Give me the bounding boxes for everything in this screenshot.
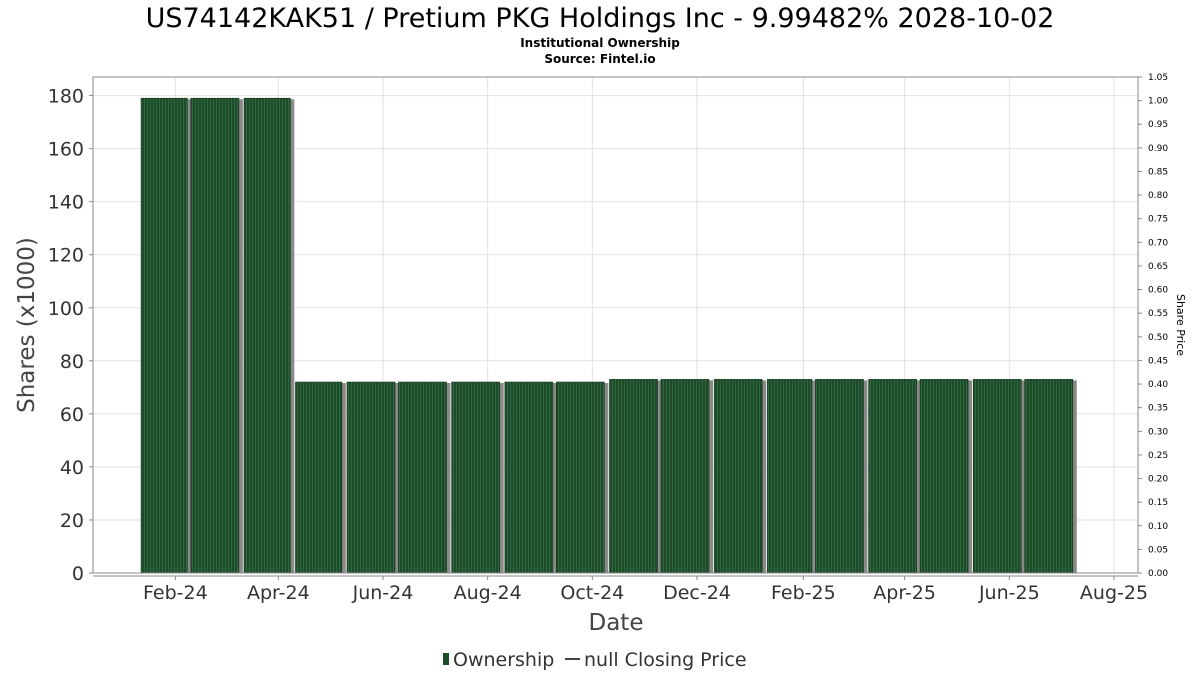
- bar: [767, 379, 816, 574]
- bar: [972, 379, 1026, 574]
- y2-tick-label: 0.25: [1148, 451, 1168, 461]
- y-tick-label: 160: [48, 139, 84, 161]
- y2-tick-label: 0.95: [1148, 120, 1168, 130]
- bar-fill: [504, 381, 554, 574]
- y2-tick-label: 0.20: [1148, 475, 1168, 485]
- bar-fill: [972, 379, 1022, 574]
- y2-tick-label: 0.00: [1148, 569, 1168, 579]
- bar-fill: [243, 97, 291, 574]
- y2-tick-label: 1.05: [1148, 73, 1168, 83]
- bar-fill: [868, 379, 917, 574]
- y-tick-label: 120: [48, 245, 84, 267]
- bar: [609, 379, 662, 574]
- y2-tick-label: 0.35: [1148, 404, 1168, 414]
- bar-fill: [451, 381, 500, 574]
- bar: [713, 379, 767, 574]
- y-axis-right-ticks: 0.00 0.05 0.10 0.15 0.20 0.25 0.30 0.35 0.40 0.45…: [1138, 73, 1168, 579]
- bar-fill: [1024, 379, 1074, 574]
- bar: [295, 381, 346, 574]
- legend-label-closing-price: null Closing Price: [584, 649, 747, 671]
- bar: [660, 379, 714, 574]
- y-axis-left-ticks: 0 20 40 60 80 100 120 140 160 180: [48, 86, 93, 585]
- bar-fill: [609, 379, 658, 574]
- bar: [815, 379, 868, 574]
- bar-fill: [140, 97, 188, 574]
- x-tick-label: Feb-24: [143, 582, 208, 604]
- bar-fill: [556, 381, 605, 574]
- y2-tick-label: 0.50: [1148, 333, 1168, 343]
- bar-fill: [190, 97, 240, 574]
- y2-tick-label: 0.70: [1148, 238, 1168, 248]
- x-tick-label: Jun-24: [352, 582, 414, 604]
- x-tick-label: Apr-24: [247, 582, 310, 604]
- y2-tick-label: 0.40: [1148, 380, 1168, 390]
- bar: [504, 381, 557, 574]
- x-axis-ticks: Feb-24 Apr-24 Jun-24 Aug-24 Oct-24 Dec-24 Feb-…: [143, 576, 1148, 604]
- bar: [140, 97, 192, 574]
- bar-fill: [767, 379, 813, 574]
- y-tick-label: 180: [48, 86, 84, 108]
- y-axis-label: Shares (x1000): [14, 237, 40, 413]
- y2-tick-label: 0.60: [1148, 286, 1168, 296]
- legend: Ownership null Closing Price: [443, 649, 747, 671]
- chart-subtitle-ownership: Institutional Ownership: [520, 36, 680, 50]
- chart-title: US74142KAK51 / Pretium PKG Holdings Inc …: [146, 3, 1055, 34]
- y2-tick-label: 0.90: [1148, 144, 1168, 154]
- chart-subtitle-source: Source: Fintel.io: [544, 52, 655, 66]
- y2-tick-label: 0.45: [1148, 356, 1168, 366]
- x-tick-label: Dec-24: [663, 582, 731, 604]
- plot-frame: [92, 76, 1139, 574]
- legend-label-ownership: Ownership: [453, 649, 554, 671]
- bar-fill: [295, 381, 343, 574]
- bar: [919, 379, 973, 574]
- y2-tick-label: 0.05: [1148, 545, 1168, 555]
- y2-tick-label: 0.80: [1148, 191, 1168, 201]
- x-axis-label: Date: [589, 610, 644, 636]
- bar: [243, 97, 295, 574]
- y-tick-label: 40: [60, 457, 84, 479]
- x-tick-label: Aug-24: [454, 582, 522, 604]
- bar-fill: [660, 379, 710, 574]
- y-tick-label: 80: [60, 351, 84, 373]
- y2-tick-label: 0.65: [1148, 262, 1168, 272]
- bar-fill: [713, 379, 763, 574]
- y2-tick-label: 0.15: [1148, 498, 1168, 508]
- y-tick-label: 0: [72, 563, 84, 585]
- y2-tick-label: 0.75: [1148, 215, 1168, 225]
- bar: [451, 381, 504, 574]
- bar: [556, 381, 609, 574]
- bar: [190, 97, 243, 574]
- x-tick-label: Oct-24: [560, 582, 624, 604]
- y2-tick-label: 0.30: [1148, 427, 1168, 437]
- bar-fill: [919, 379, 969, 574]
- bar-fill: [398, 381, 447, 574]
- bar: [398, 381, 451, 574]
- bar-fill: [346, 381, 396, 574]
- y-tick-label: 60: [60, 404, 84, 426]
- y2-tick-label: 0.55: [1148, 309, 1168, 319]
- bar-fill: [815, 379, 864, 574]
- x-tick-label: Jun-25: [978, 582, 1040, 604]
- y-tick-label: 20: [60, 510, 84, 532]
- legend-swatch-ownership: [443, 653, 449, 665]
- bar: [1024, 379, 1077, 574]
- y2-axis-label: Share Price: [1174, 294, 1187, 356]
- bars-layer: [140, 97, 1077, 574]
- y2-tick-label: 0.10: [1148, 522, 1168, 532]
- y-tick-label: 100: [48, 298, 84, 320]
- y2-tick-label: 1.00: [1148, 97, 1168, 107]
- bar: [868, 379, 921, 574]
- y-tick-label: 140: [48, 192, 84, 214]
- x-tick-label: Apr-25: [873, 582, 936, 604]
- x-tick-label: Aug-25: [1080, 582, 1148, 604]
- y2-tick-label: 0.85: [1148, 167, 1168, 177]
- bar: [346, 381, 400, 574]
- x-tick-label: Feb-25: [771, 582, 836, 604]
